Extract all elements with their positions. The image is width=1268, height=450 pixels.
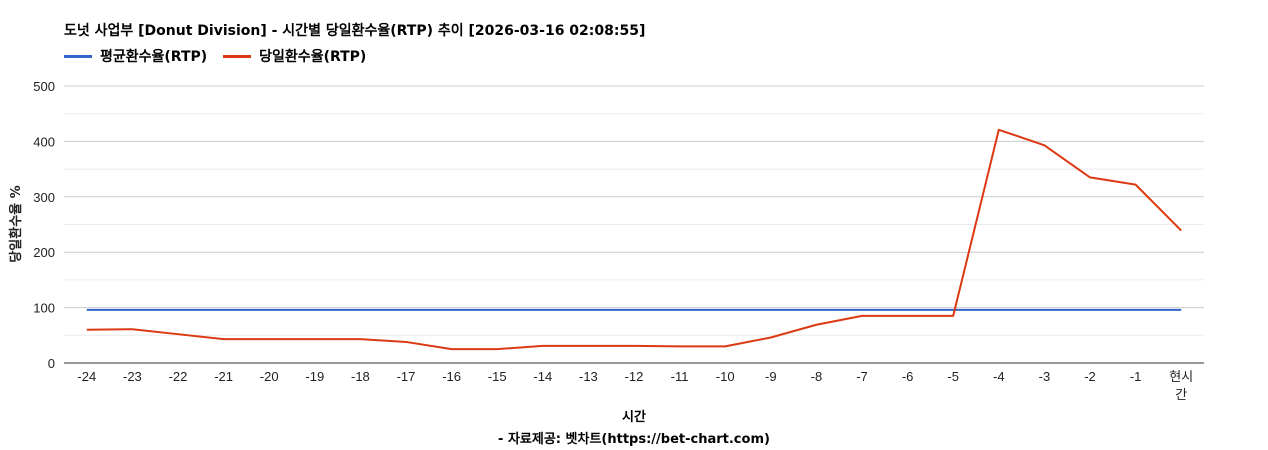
y-tick-label: 200 [33, 245, 55, 260]
y-tick-label: 100 [33, 301, 55, 316]
x-tick-label: -5 [947, 369, 959, 384]
x-tick-label: -14 [533, 369, 552, 384]
y-tick-label: 300 [33, 190, 55, 205]
y-tick-label: 400 [33, 134, 55, 149]
x-tick-label: -12 [625, 369, 644, 384]
source-footer: - 자료제공: 벳차트(https://bet-chart.com) [498, 432, 770, 447]
x-tick-label: -22 [169, 369, 188, 384]
grid-lines [64, 85, 1204, 364]
x-tick-label: -21 [214, 369, 233, 384]
x-tick-label: -1 [1130, 369, 1142, 384]
x-tick-label: -19 [305, 369, 324, 384]
x-tick-label: -20 [260, 369, 279, 384]
x-tick-labels: -24 -23 -22 -21 -20 -19 -18 -17 -16 -15 -14 -13 -12 -… [77, 369, 1193, 400]
legend-swatch-daily [223, 54, 252, 58]
x-tick-label: -10 [716, 369, 735, 384]
x-tick-label: -13 [579, 369, 598, 384]
legend-swatch-avg [64, 54, 92, 58]
legend-item-avg[interactable]: 평균환수율(RTP) [64, 46, 207, 66]
x-tick-label: -8 [811, 369, 823, 384]
line-chart: 0 100 200 300 400 500 -24 -23 -22 -21 -20 -19 -18 -1… [8, 79, 1204, 400]
x-tick-label: -18 [351, 369, 370, 384]
x-tick-label: -9 [765, 369, 777, 384]
legend-item-daily[interactable]: 당일환수율(RTP) [223, 46, 366, 66]
x-tick-label: -6 [902, 369, 914, 384]
x-tick-label: -15 [488, 369, 507, 384]
y-tick-label: 0 [48, 356, 55, 371]
legend-label-avg: 평균환수율(RTP) [100, 49, 208, 65]
legend: 평균환수율(RTP) 당일환수율(RTP) [64, 46, 382, 66]
x-tick-label: 현시 간 [1169, 369, 1193, 400]
x-tick-label: -4 [993, 369, 1005, 384]
x-axis-label: 시간 [622, 410, 646, 425]
x-tick-label: -7 [856, 369, 868, 384]
y-axis-label: 당일환수율 % [8, 185, 24, 262]
x-tick-label: -3 [1039, 369, 1051, 384]
series-lines [86, 128, 1182, 351]
chart-title: 도넛 사업부 [Donut Division] - 시간별 당일환수율(RTP)… [64, 23, 646, 39]
x-tick-label: -17 [397, 369, 416, 384]
series-line-1 [86, 128, 1182, 351]
x-tick-label: -2 [1084, 369, 1096, 384]
x-tick-label: -16 [442, 369, 461, 384]
legend-label-daily: 당일환수율(RTP) [259, 49, 367, 65]
y-tick-labels: 0 100 200 300 400 500 [33, 79, 55, 371]
x-tick-label: -23 [123, 369, 142, 384]
y-tick-label: 500 [33, 79, 55, 94]
x-tick-label: -11 [671, 369, 689, 384]
x-tick-label: -24 [77, 369, 96, 384]
